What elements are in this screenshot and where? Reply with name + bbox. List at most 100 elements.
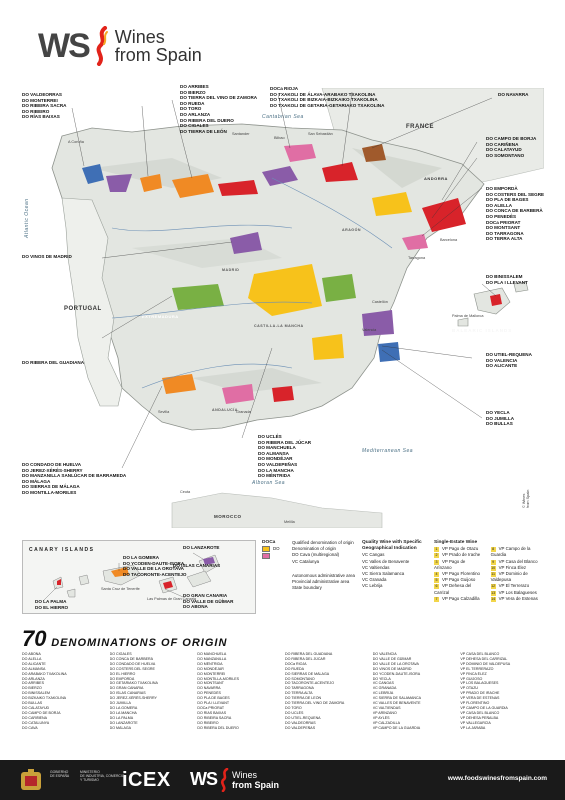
denomination-item: DO MONTILLA-MORILES	[197, 676, 240, 681]
website-link[interactable]: www.foodswinesfromspain.com	[447, 775, 547, 782]
do-label: DO UTIEL-REQUENA	[486, 352, 532, 357]
footer-brand-line: from Spain	[232, 780, 280, 790]
do-label: DO RIBEIRA SACRA	[22, 103, 67, 109]
city-castellon: Castellón	[372, 300, 388, 304]
denomination-item: DO SOMONTANO	[285, 676, 315, 681]
denomination-item: DO RUEDA	[285, 666, 304, 671]
denomination-item: DO MANCHUELA	[197, 652, 227, 656]
estate-item: VP Pago de Arínzano	[434, 558, 466, 570]
estate-item: VP Finca Élez	[498, 564, 527, 570]
do-label: DO EMPORDÀ	[486, 186, 518, 191]
do-label: DO RÍAS BAIXAS	[22, 114, 60, 120]
denomination-item: DO MONDÉJAR	[197, 666, 224, 671]
denomination-item: DO LANZAROTE	[109, 720, 138, 725]
estate-item: VP Pago Calzadilla	[442, 595, 480, 601]
island-label-balearic: BALEARIC ISLANDS	[452, 328, 513, 333]
footer-ws-logo[interactable]: WS	[190, 769, 218, 789]
label-group-east: DO CAMPO DE BORJA DO CARIÑENA DO CALATAY…	[486, 136, 536, 158]
denomination-item: DO TORO	[285, 705, 302, 710]
denomination-item: VP ARÍNZANO	[372, 710, 397, 715]
denomination-item: DO UCLÉS	[285, 710, 304, 715]
do-label: DO TXAKOLI DE GETARIA-GETARIAKO TXAKOLIN…	[270, 102, 385, 108]
brand-line-1: Wines	[114, 27, 165, 47]
do-label: DO RIBERA DEL DUERO	[180, 117, 234, 123]
legend-item: VC Lebrija	[362, 583, 383, 589]
denomination-item: DO MONTSANT	[197, 681, 224, 686]
denomination-item: DO GRAN CANARIA	[109, 686, 144, 691]
denomination-item: DO PENEDÈS	[197, 691, 221, 696]
do-label: DO MANZANILLA SANLÚCAR DE BARRAMEDA	[22, 473, 127, 479]
do-label: DO VALLE DE LA OROTAVA	[123, 566, 184, 572]
swoosh-icon	[96, 26, 108, 66]
do-label: DO PLA DE BAGES	[486, 197, 529, 203]
denominations-column: DO ABONA DO ALELLA DO ALICANTE DO ALMANSA DO…	[22, 652, 106, 748]
denomination-item: VC CANGAS	[372, 681, 394, 686]
canary-label-lanzarote: DO LANZAROTE	[183, 545, 220, 551]
denomination-item: DO NAVARRA	[197, 686, 221, 691]
denomination-item: DO LA MANCHA	[109, 710, 137, 715]
country-france: FRANCE	[406, 124, 434, 130]
do-label: DO MONTSANT	[486, 225, 521, 231]
denomination-item: VP DEHESA PEÑALBA	[460, 715, 499, 720]
denomination-item: VP PRADO DE IRACHE	[460, 691, 500, 696]
region-label-andalucia: ANDALUCÍA	[212, 408, 238, 412]
icex-logo[interactable]: iCEX	[122, 769, 171, 791]
do-label: DO VALDEORRAS	[22, 92, 62, 97]
denomination-item: DO VALDEORRAS	[285, 720, 316, 725]
denomination-item: DO VALLE DE GÜÍMAR	[372, 656, 412, 661]
region-label-extremadura: EXTREMADURA	[142, 314, 179, 319]
do-label: DO JUMILLA	[486, 415, 515, 421]
do-label: DOCa PRIORAT	[486, 219, 521, 225]
do-label: DO ABONA	[183, 604, 208, 610]
do-label: DO MONDÉJAR	[258, 456, 293, 462]
label-group-northeast: DO NAVARRA	[498, 92, 528, 98]
canary-city-gran-canaria: Las Palmas de Gran Canaria	[147, 597, 196, 601]
do-label: DO PLA I LLEVANT	[486, 279, 528, 285]
label-group-southeast: DO YECLA DO JUMILLA DO BULLAS	[486, 410, 514, 427]
denomination-item: VP VERA DE ESTENAS	[460, 696, 500, 701]
denominations-column: DO VALENCIA DO VALLE DE GÜÍMAR DO VALLE DE…	[373, 652, 457, 748]
do-label: DO GRAN CANARIA	[183, 593, 228, 598]
sea-label-mediterranean: Mediterranean Sea	[362, 448, 414, 454]
do-label: DO BIERZO	[180, 89, 206, 95]
do-label: DO ISLAS CANARIAS	[173, 563, 221, 568]
do-label: DO LA MANCHA	[258, 467, 294, 473]
canary-islands-inset: CANARY ISLANDS DO LA GOMERA DO YCODEN-DA…	[22, 540, 256, 614]
do-label: DO RIBERA DEL JÚCAR	[258, 439, 312, 445]
do-label: DO ARLANZA	[180, 111, 211, 117]
do-label: DO LA GOMERA	[123, 555, 160, 560]
do-label: DO CARIÑENA	[486, 141, 519, 147]
do-label: DO PENEDÈS	[486, 213, 517, 219]
legend-swatch	[262, 552, 270, 559]
map-copyright: © Wines from Spain	[522, 489, 530, 508]
header: WS Wines from Spain	[0, 0, 565, 88]
region-label-castilla-la-mancha: CASTILLA-LA MANCHA	[254, 324, 304, 328]
spain-wine-map: Cantabrian Sea Atlantic Ocean Mediterran…	[22, 84, 544, 528]
city-granada: Granada	[236, 410, 251, 414]
denomination-item: DO CONDADO DE HUELVA	[109, 661, 156, 666]
denomination-item: VP CASA DEL BLANCO	[460, 652, 500, 656]
country-portugal: PORTUGAL	[64, 306, 102, 312]
canary-labels-left: DO LA GOMERA DO YCODEN-DAUTE-ISORA DO VA…	[123, 555, 186, 577]
denomination-item: DO CONCA DE BARBERÀ	[109, 656, 154, 661]
denomination-item: DO ARLANZA	[22, 676, 45, 681]
do-label: DO TXAKOLI DE ÁLAVA-ARABAKO TXAKOLINA	[270, 91, 376, 97]
denomination-item: DO ABONA	[22, 652, 41, 656]
do-label: DO RUEDA	[180, 100, 205, 106]
denomination-item: VC LEBRIJA	[372, 691, 394, 696]
legend-doc: DOCa DO	[262, 540, 280, 559]
denomination-item: VC VALLES DE BENAVENTE	[372, 701, 421, 706]
denomination-item: VP LOS BALAGUESES	[460, 681, 499, 686]
do-label: DO RIBEIRO	[22, 108, 50, 114]
gov-line: DE ESPAÑA	[50, 774, 70, 779]
denomination-item: DO RIBEIRA SACRA	[197, 715, 232, 720]
wines-from-spain-logo[interactable]: WS Wines from Spain	[38, 26, 202, 66]
denomination-item: DO MÉNTRIDA	[197, 661, 223, 666]
denomination-item: DO PLA DE BAGES	[197, 696, 230, 701]
ministry-line: DE INDUSTRIA, COMERCIO	[80, 774, 125, 779]
do-label: DO MONTILLA-MORILES	[22, 489, 77, 495]
denomination-item: DO UTIEL-REQUENA	[285, 715, 321, 720]
denomination-item: DO RIBERA DEL GUADIANA	[285, 652, 333, 656]
denomination-item: DOCa PRIORAT	[197, 705, 225, 710]
do-label: DO JEREZ-XÉRÈS-SHERRY	[22, 467, 83, 473]
